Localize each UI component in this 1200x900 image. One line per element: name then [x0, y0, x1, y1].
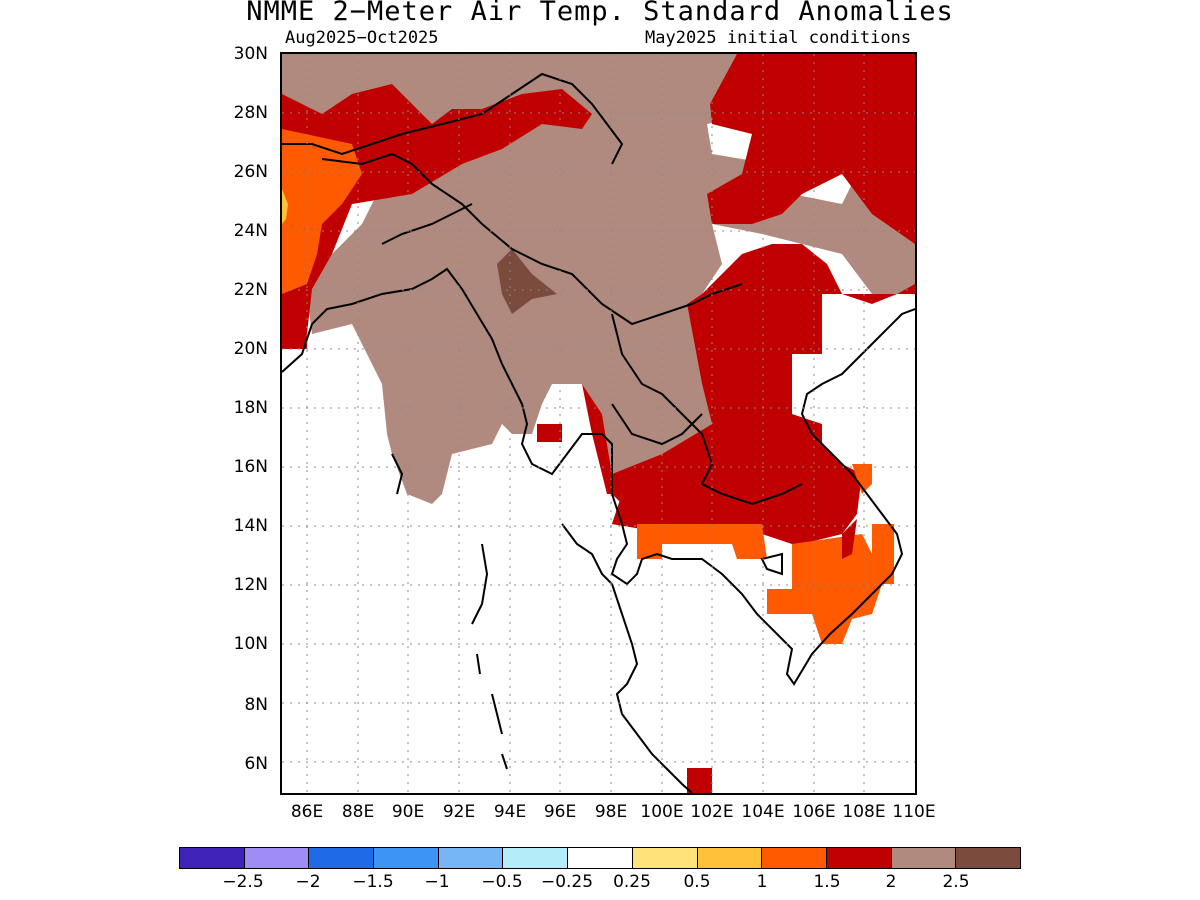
colorbar-label: −0.25 [540, 872, 594, 892]
colorbar-box [826, 848, 892, 868]
lat-label-18n: 18N [233, 398, 268, 418]
gridlines [282, 54, 915, 793]
colorbar-label: 2.5 [942, 872, 970, 892]
lon-label-86e: 86E [290, 802, 324, 822]
colorbar-label: −2.5 [222, 872, 264, 892]
lon-label-88e: 88E [341, 802, 375, 822]
lon-label-100e: 100E [640, 802, 684, 822]
forecast-period: Aug2025−Oct2025 [285, 28, 439, 48]
lat-label-6n: 6N [244, 754, 268, 774]
lat-label-16n: 16N [233, 457, 268, 477]
anomaly-region-1.5-west [282, 129, 362, 294]
colorbar-box [244, 848, 310, 868]
colorbar-label: 2 [885, 872, 897, 892]
colorbar-box [697, 848, 763, 868]
colorbar-box [374, 848, 439, 868]
anomaly-region-2-indochina [602, 244, 915, 594]
colorbar-box [180, 848, 245, 868]
islands [391, 453, 783, 770]
anomaly-region-1.5-south [637, 464, 894, 644]
lat-label-22n: 22N [233, 280, 268, 300]
lon-label-102e: 102E [690, 802, 734, 822]
colorbar [179, 847, 1021, 869]
anomaly-region-2-south [687, 768, 712, 793]
lat-label-10n: 10N [233, 634, 268, 654]
lat-label-14n: 14N [233, 516, 268, 536]
lat-label-20n: 20N [233, 339, 268, 359]
colorbar-label: −1 [424, 872, 450, 892]
lon-label-108e: 108E [842, 802, 886, 822]
initial-conditions: May2025 initial conditions [645, 28, 912, 48]
anomaly-region-2-north [282, 84, 592, 334]
anomaly-region-2-northeast [707, 54, 915, 244]
lat-label-8n: 8N [244, 695, 268, 715]
lat-label-24n: 24N [233, 221, 268, 241]
anomaly-region-2-small-east [794, 484, 857, 559]
map-title: NMME 2−Meter Air Temp. Standard Anomalie… [246, 0, 954, 27]
colorbar-box [956, 848, 1020, 868]
lon-label-98e: 98E [594, 802, 628, 822]
colorbar-label: 1 [756, 872, 768, 892]
colorbar-box [309, 848, 375, 868]
lon-label-90e: 90E [391, 802, 425, 822]
lon-label-106e: 106E [792, 802, 836, 822]
anomaly-map-svg [282, 54, 915, 793]
colorbar-box [632, 848, 698, 868]
colorbar-label: −2 [295, 872, 321, 892]
lon-label-110e: 110E [892, 802, 936, 822]
lat-label-30n: 30N [233, 44, 268, 64]
lon-label-94e: 94E [493, 802, 527, 822]
lon-label-96e: 96E [543, 802, 577, 822]
lat-label-26n: 26N [233, 162, 268, 182]
colorbar-label: 0.5 [683, 872, 711, 892]
anomaly-region-1-west [282, 189, 288, 224]
anomaly-region-2-westcoast [282, 324, 307, 349]
colorbar-label: 1.5 [813, 872, 841, 892]
colorbar-box [568, 848, 633, 868]
lon-label-92e: 92E [442, 802, 476, 822]
anomaly-map [280, 52, 917, 795]
colorbar-label: 0.25 [613, 872, 651, 892]
anomaly-region-gt2.5 [497, 249, 557, 314]
lat-label-12n: 12N [233, 575, 268, 595]
colorbar-label: −0.5 [481, 872, 523, 892]
colorbar-label: −1.5 [352, 872, 394, 892]
lon-label-104e: 104E [741, 802, 785, 822]
coastlines [282, 72, 915, 793]
anomaly-region-2-central [582, 384, 737, 534]
colorbar-box [438, 848, 504, 868]
colorbar-box [503, 848, 569, 868]
colorbar-box [762, 848, 827, 868]
colorbar-box [891, 848, 957, 868]
lat-label-28n: 28N [233, 103, 268, 123]
anomaly-region-2-small [537, 424, 562, 442]
